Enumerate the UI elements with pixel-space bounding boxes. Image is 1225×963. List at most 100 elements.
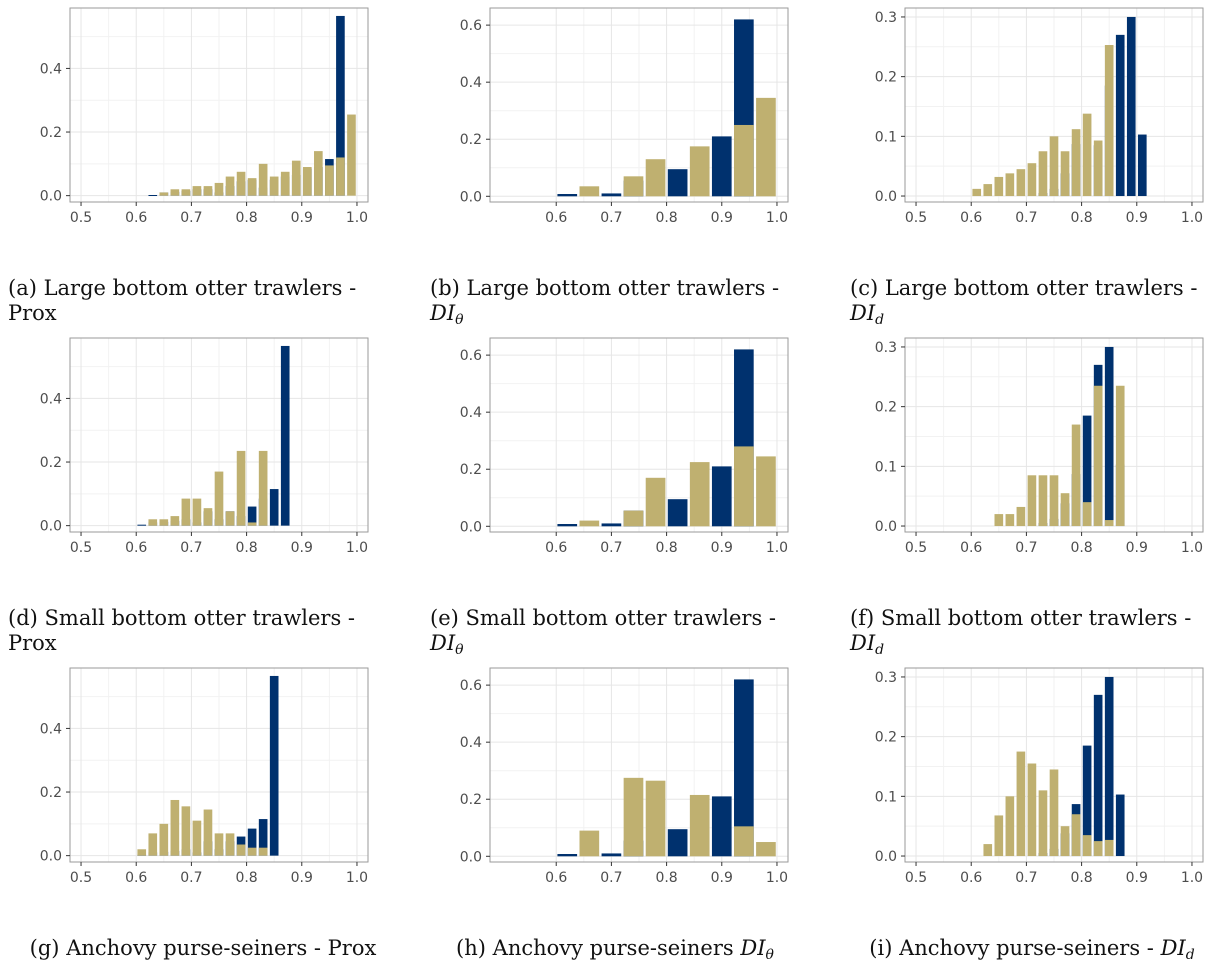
chart-g: 0.5 0.6 0.7 0.8 0.9 1.0 0.0 0.2 0.4 — [40, 667, 369, 886]
y-tick-label: 0.1 — [875, 129, 897, 145]
bar-baseline — [601, 853, 622, 857]
plot-frame — [489, 667, 789, 863]
chart-panel-a: 0.5 0.6 0.7 0.8 0.9 1.0 0.0 0.2 0.4 — [20, 0, 390, 235]
x-tick-label: 1.0 — [1181, 870, 1203, 886]
chart-panel-g: 0.5 0.6 0.7 0.8 0.9 1.0 0.0 0.2 0.4 — [20, 660, 390, 895]
bar-model — [159, 823, 169, 856]
bar-model — [1093, 841, 1103, 857]
bar-model — [994, 514, 1004, 527]
bar-model — [1027, 763, 1037, 857]
bar-model — [1027, 163, 1037, 197]
bar-model — [258, 847, 268, 856]
bar-model — [983, 844, 993, 857]
bar-model — [1060, 151, 1070, 197]
bar-model — [192, 498, 202, 526]
y-tick-label: 0.0 — [40, 189, 62, 205]
bar-model — [1082, 113, 1092, 197]
bar-model — [1060, 493, 1070, 527]
bar-model — [181, 498, 191, 526]
bar-model — [1016, 506, 1026, 527]
caption-a: (a) Large bottom otter trawlers - Prox — [8, 276, 370, 326]
x-tick-label: 0.5 — [905, 540, 927, 556]
y-tick-label: 0.2 — [40, 455, 62, 471]
bar-model — [579, 830, 600, 857]
chart-panel-b: 0.6 0.7 0.8 0.9 1.0 0.0 0.2 0.4 0.6 — [440, 0, 810, 235]
x-tick-label: 0.9 — [711, 870, 733, 886]
caption-math: DI — [1160, 936, 1186, 960]
y-tick-label: 0.2 — [875, 70, 897, 86]
bar-model — [336, 157, 345, 196]
bar-baseline — [148, 195, 158, 197]
bar-model — [623, 777, 644, 857]
chart-b: 0.6 0.7 0.8 0.9 1.0 0.0 0.2 0.4 0.6 — [460, 7, 789, 226]
bar-model — [225, 176, 235, 196]
caption-math-subscript: θ — [455, 312, 464, 328]
x-tick-label: 0.8 — [1070, 210, 1092, 226]
bar-model — [203, 186, 213, 196]
bar-model — [236, 450, 246, 526]
x-tick-label: 0.8 — [235, 870, 257, 886]
plot-frame — [69, 667, 369, 863]
bar-model — [734, 826, 754, 857]
bar-model — [236, 171, 246, 196]
bar-model — [1071, 424, 1081, 527]
chart-d: 0.5 0.6 0.7 0.8 0.9 1.0 0.0 0.2 0.4 — [40, 337, 369, 556]
caption-text: Anchovy purse-seiners - Prox — [66, 936, 377, 960]
chart-panel-c: 0.5 0.6 0.7 0.8 0.9 1.0 0.0 0.1 0.2 0.3 — [855, 0, 1225, 235]
x-tick-label: 0.7 — [1015, 210, 1037, 226]
plot-frame — [904, 667, 1204, 863]
bar-model — [148, 519, 158, 526]
chart-panel-i: 0.5 0.6 0.7 0.8 0.9 1.0 0.0 0.1 0.2 0.3 — [855, 660, 1225, 895]
caption-text: Anchovy purse-seiners — [492, 936, 734, 960]
y-tick-label: 0.6 — [460, 678, 482, 694]
y-tick-label: 0.4 — [40, 721, 62, 737]
bar-model — [623, 510, 644, 527]
x-tick-label: 1.0 — [346, 870, 368, 886]
bar-baseline — [601, 523, 622, 527]
bar-model — [214, 833, 224, 856]
x-tick-label: 1.0 — [766, 870, 788, 886]
x-tick-label: 0.7 — [180, 540, 202, 556]
caption-text: Large bottom otter trawlers - — [466, 276, 780, 300]
plot-frame — [69, 337, 369, 533]
caption-math-subscript: θ — [765, 947, 774, 963]
bar-model — [1049, 136, 1059, 197]
bar-model — [203, 508, 213, 526]
caption-label: (i) — [869, 936, 893, 960]
bar-model — [689, 146, 710, 197]
caption-math: DI — [430, 301, 456, 325]
x-tick-label: 0.7 — [1015, 870, 1037, 886]
y-tick-label: 0.0 — [40, 849, 62, 865]
x-tick-label: 0.5 — [70, 870, 92, 886]
x-tick-label: 0.9 — [1126, 210, 1148, 226]
bar-model — [148, 833, 158, 856]
bar-baseline — [1115, 794, 1125, 857]
bar-model — [1071, 814, 1081, 857]
bar-baseline — [557, 854, 578, 857]
bar-model — [1093, 385, 1103, 527]
bar-model — [247, 522, 257, 526]
bar-baseline — [137, 524, 147, 526]
y-tick-label: 0.1 — [875, 459, 897, 475]
y-tick-label: 0.4 — [460, 735, 482, 751]
y-tick-label: 0.4 — [40, 61, 62, 77]
caption-label: (h) — [456, 936, 486, 960]
plot-frame — [489, 7, 789, 203]
x-tick-label: 1.0 — [346, 540, 368, 556]
chart-a: 0.5 0.6 0.7 0.8 0.9 1.0 0.0 0.2 0.4 — [40, 7, 369, 226]
y-tick-label: 0.2 — [875, 400, 897, 416]
caption-label: (a) — [8, 276, 37, 300]
x-tick-label: 0.8 — [655, 210, 677, 226]
bar-baseline — [258, 819, 268, 856]
x-tick-label: 0.8 — [235, 540, 257, 556]
x-tick-label: 1.0 — [766, 540, 788, 556]
caption-f: (f) Small bottom otter trawlers - DId — [850, 606, 1212, 657]
bar-baseline — [557, 524, 578, 527]
bar-model — [170, 516, 180, 526]
bar-baseline — [1082, 415, 1092, 527]
bar-baseline — [667, 829, 688, 857]
bar-model — [579, 520, 600, 527]
bar-baseline — [667, 499, 688, 527]
y-tick-label: 0.2 — [875, 730, 897, 746]
caption-text-line2: Prox — [8, 301, 57, 325]
